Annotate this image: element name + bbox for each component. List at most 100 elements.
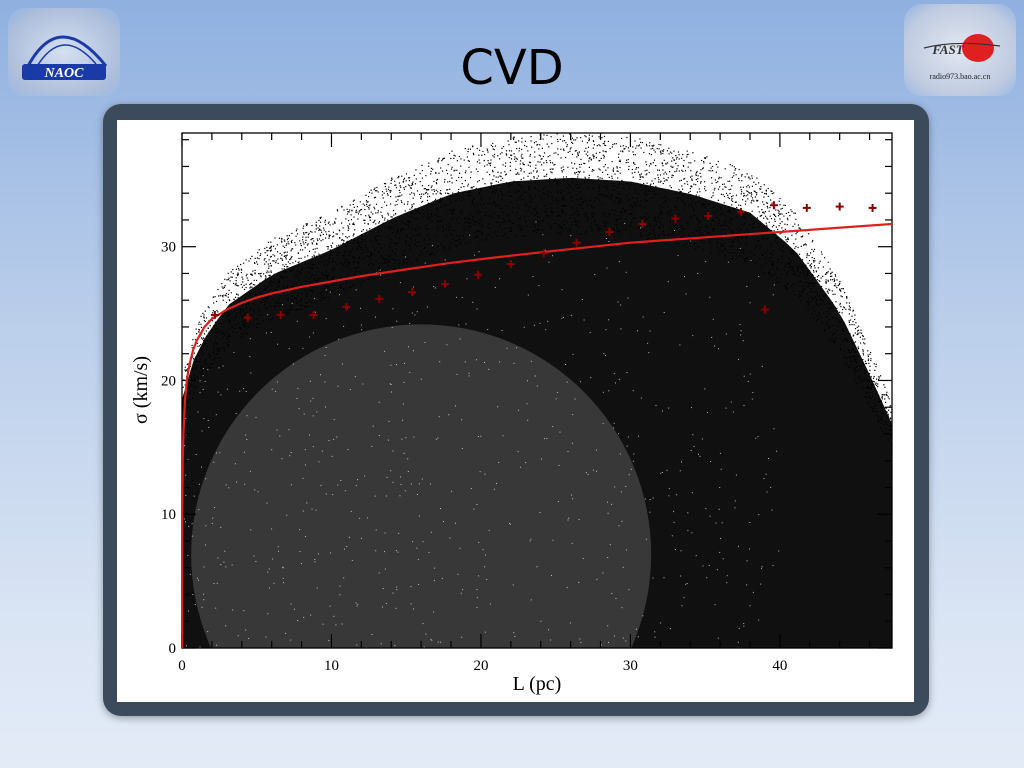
cloud-point (686, 154, 688, 156)
cloud-point (669, 240, 671, 243)
cloud-point (458, 243, 461, 245)
cloud-point (663, 173, 665, 175)
cloud-point (743, 195, 745, 197)
cloud-point (786, 287, 788, 289)
cloud-point (221, 346, 223, 349)
cloud-speckle (581, 299, 583, 300)
cloud-speckle (304, 449, 306, 451)
cloud-point (522, 163, 524, 165)
cloud-point (834, 341, 836, 343)
cloud-speckle (203, 593, 204, 595)
cloud-speckle (276, 429, 278, 431)
cloud-point (825, 281, 827, 283)
cloud-point (626, 159, 628, 161)
cloud-point (826, 272, 828, 274)
cloud-point (319, 277, 321, 279)
cloud-point (317, 278, 319, 280)
cloud-point (789, 265, 791, 267)
cloud-point (419, 172, 421, 174)
cloud-point (884, 401, 887, 403)
cloud-point (613, 235, 616, 237)
cloud-point (461, 183, 463, 185)
cloud-point (798, 294, 801, 296)
cloud-point (746, 190, 748, 192)
cloud-point (237, 267, 240, 270)
cloud-point (808, 297, 810, 299)
cloud-speckle (367, 517, 369, 519)
cloud-point (375, 190, 377, 192)
cloud-point (469, 222, 471, 224)
cloud-speckle (572, 414, 574, 416)
cloud-speckle (201, 466, 202, 468)
cloud-speckle (399, 495, 401, 497)
cloud-point (203, 317, 205, 319)
cloud-point (288, 312, 290, 314)
cloud-speckle (734, 500, 736, 502)
cloud-point (515, 207, 517, 209)
cloud-point (344, 250, 346, 252)
cloud-point (532, 221, 534, 223)
cloud-point (256, 318, 258, 320)
cloud-point (696, 218, 698, 220)
cloud-point (598, 136, 600, 138)
cloud-speckle (739, 323, 741, 325)
cloud-point (862, 352, 864, 354)
cloud-point (575, 199, 577, 201)
cloud-speckle (476, 607, 478, 609)
cloud-point (877, 416, 879, 418)
cloud-point (201, 354, 203, 356)
cloud-point (235, 280, 237, 282)
cloud-point (376, 190, 378, 192)
cloud-point (575, 139, 577, 141)
cloud-speckle (546, 438, 548, 440)
cloud-point (259, 310, 261, 312)
cloud-point (751, 197, 754, 199)
cloud-speckle (497, 406, 499, 408)
cloud-speckle (249, 338, 251, 340)
cloud-point (638, 145, 640, 147)
cloud-speckle (337, 484, 339, 486)
cloud-point (286, 276, 288, 278)
cloud-speckle (312, 397, 314, 399)
cloud-point (389, 190, 391, 192)
cloud-point (888, 398, 890, 400)
cloud-point (713, 228, 715, 230)
cloud-point (270, 255, 272, 258)
cloud-point (354, 273, 356, 276)
cloud-point (684, 178, 686, 180)
cloud-point (493, 175, 495, 177)
cloud-point (336, 209, 338, 211)
cloud-point (191, 385, 193, 387)
cloud-point (184, 384, 186, 386)
cloud-speckle (183, 518, 185, 520)
cloud-point (410, 187, 413, 189)
cloud-point (492, 148, 494, 150)
cloud-point (309, 305, 311, 307)
cloud-point (364, 222, 366, 224)
cloud-speckle (671, 535, 673, 537)
cloud-speckle (668, 495, 670, 497)
cloud-point (475, 235, 477, 237)
cloud-point (276, 289, 278, 291)
cloud-point (214, 296, 216, 298)
cloud-point (625, 229, 627, 231)
cloud-speckle (396, 586, 398, 588)
cloud-speckle (288, 429, 290, 431)
cloud-point (226, 338, 228, 340)
cloud-point (542, 220, 544, 222)
cloud-point (412, 217, 415, 219)
cloud-point (825, 281, 828, 283)
cloud-point (807, 273, 809, 275)
cloud-point (308, 271, 310, 273)
cloud-point (395, 184, 397, 186)
cloud-point (457, 238, 460, 240)
cloud-speckle (246, 439, 248, 440)
cloud-speckle (296, 320, 298, 322)
cloud-point (803, 288, 805, 290)
cloud-point (263, 273, 265, 275)
cloud-point (834, 274, 836, 276)
cloud-point (456, 246, 458, 248)
cloud-speckle (343, 325, 345, 327)
cloud-point (560, 233, 562, 235)
